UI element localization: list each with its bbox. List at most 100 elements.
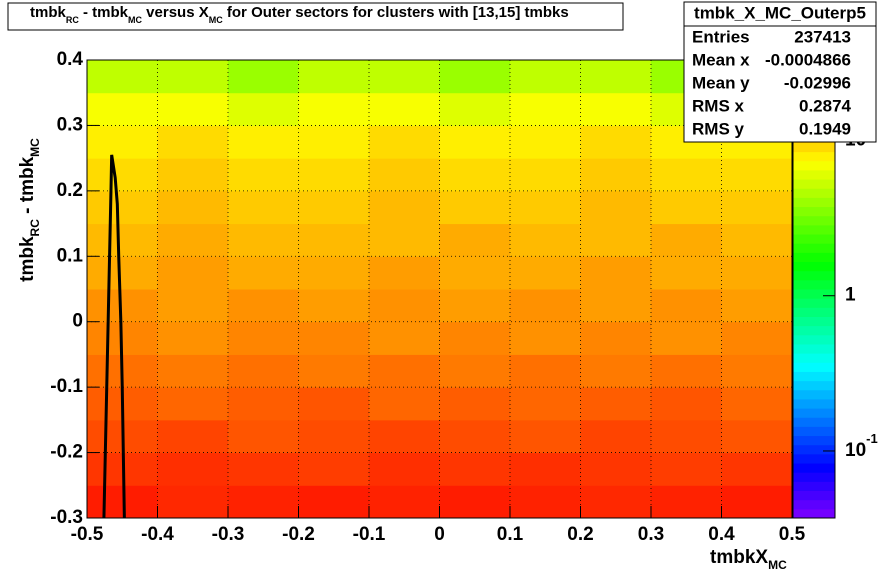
z-tick-base: 1: [845, 285, 856, 306]
colorbar-step: [793, 334, 835, 345]
heat-cell: [87, 92, 158, 126]
heat-cell: [439, 485, 511, 519]
heat-cell: [580, 60, 652, 94]
x-tick-label: -0.4: [141, 524, 174, 545]
x-tick-label: -0.3: [212, 524, 245, 545]
colorbar-step: [793, 499, 835, 510]
y-tick-label: -0.3: [50, 507, 83, 528]
heat-cell: [580, 125, 652, 159]
colorbar-step: [793, 380, 835, 391]
heat-cell: [228, 354, 299, 388]
heat-cell: [369, 125, 440, 159]
z-tick-label: 10-1: [845, 431, 878, 461]
z-tick-base: 10: [845, 440, 866, 461]
heat-cell: [510, 92, 581, 126]
colorbar-step: [793, 169, 835, 180]
heat-cell: [228, 256, 299, 290]
heat-cell: [228, 190, 299, 225]
heat-cell: [580, 354, 652, 388]
heat-cell: [157, 60, 229, 94]
y-tick-label: 0.1: [57, 245, 84, 266]
heat-cell: [580, 223, 652, 257]
heat-cell: [651, 190, 722, 225]
heat-cell: [157, 321, 229, 355]
heat-cell: [439, 190, 511, 225]
x-tick-label: -0.1: [353, 524, 386, 545]
heat-cell: [580, 485, 652, 519]
heat-cell: [228, 419, 299, 454]
colorbar-step: [793, 298, 835, 308]
colorbar-step: [793, 389, 835, 400]
heat-cell: [87, 190, 158, 225]
heat-cell: [369, 190, 440, 225]
z-tick-label: 1: [845, 285, 856, 306]
heat-cell: [228, 125, 299, 159]
heat-cell: [157, 125, 229, 159]
heat-cell: [580, 256, 652, 290]
heat-cell: [298, 125, 370, 159]
heat-cell: [651, 158, 722, 192]
heat-cell: [298, 223, 370, 257]
colorbar-step: [793, 160, 835, 171]
colorbar-step: [793, 252, 835, 263]
heat-cell: [721, 321, 793, 355]
colorbar-step: [793, 463, 835, 473]
stats-value: 237413: [794, 27, 851, 46]
heat-cell: [369, 223, 440, 257]
x-tick-label: 0.5: [779, 524, 806, 545]
x-tick-label: 0.3: [638, 524, 664, 545]
stats-value: 0.1949: [799, 119, 851, 138]
heat-cell: [369, 321, 440, 355]
colorbar-step: [793, 453, 835, 464]
title-part: tmbk: [30, 4, 66, 21]
heat-cell: [580, 158, 652, 192]
heat-cell: [580, 190, 652, 225]
heat-cell: [87, 60, 158, 94]
colorbar-step: [793, 215, 835, 226]
heat-cell: [651, 223, 722, 257]
x-tick-label: -0.5: [71, 524, 104, 545]
x-axis-label: tmbkXMC: [710, 547, 787, 572]
heat-cell: [369, 387, 440, 421]
colorbar-step: [793, 206, 835, 217]
stats-value: 0.2874: [799, 96, 852, 115]
heat-cell: [721, 387, 793, 421]
heat-cell: [298, 419, 370, 454]
heat-cell: [369, 289, 440, 323]
y-tick-label: -0.1: [50, 376, 83, 397]
colorbar-step: [793, 343, 835, 354]
heat-cell: [580, 289, 652, 323]
colorbar-step: [793, 316, 835, 327]
heat-cell: [439, 321, 511, 355]
colorbar-step: [793, 179, 835, 189]
heat-cell: [298, 452, 370, 486]
y-tick-label: 0.3: [57, 114, 83, 135]
heat-cell: [157, 289, 229, 323]
x-tick-label: 0: [434, 524, 445, 545]
heat-cell: [298, 60, 370, 94]
stats-value: -0.02996: [784, 73, 851, 92]
heat-cell: [439, 60, 511, 94]
title-part: for Outer sectors for clusters with [13,…: [223, 4, 569, 21]
colorbar-step: [793, 307, 835, 317]
colorbar-step: [793, 490, 835, 501]
colorbar-step: [793, 197, 835, 208]
y-tick-label: 0.2: [57, 180, 83, 201]
heat-cell: [369, 92, 440, 126]
heat-cell: [510, 289, 581, 323]
heat-cell: [721, 452, 793, 486]
y-tick-label: -0.2: [50, 442, 83, 463]
y-axis-label: tmbkRC - tmbkMC: [17, 138, 42, 282]
heat-cell: [228, 158, 299, 192]
heat-cell: [298, 321, 370, 355]
colorbar-step: [793, 508, 835, 519]
heat-cell: [439, 387, 511, 421]
heat-cell: [369, 354, 440, 388]
heat-cell: [510, 190, 581, 225]
heat-cell: [298, 387, 370, 421]
heat-cell: [510, 256, 581, 290]
y-axis-label-part: tmbk: [17, 236, 38, 282]
colorbar-step: [793, 279, 835, 290]
heat-cell: [439, 125, 511, 159]
y-axis-label-sub: RC: [28, 219, 42, 237]
